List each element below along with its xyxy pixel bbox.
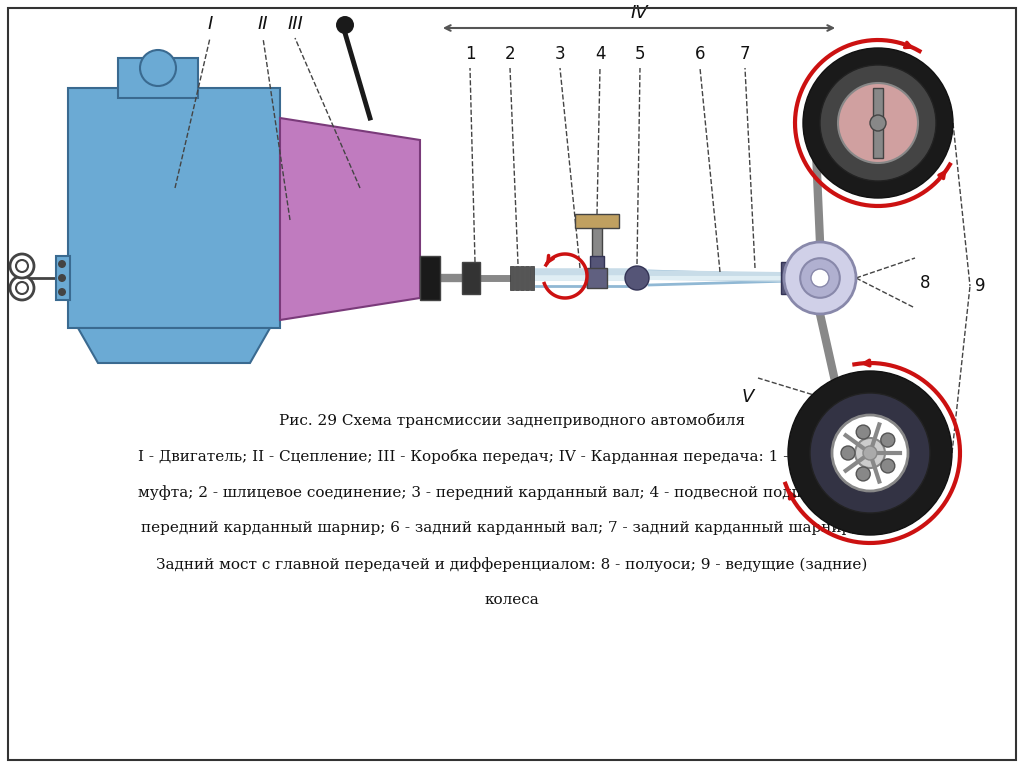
Text: 6: 6 bbox=[694, 45, 706, 63]
Circle shape bbox=[58, 288, 66, 296]
Text: передний карданный шарнир; 6 - задний карданный вал; 7 - задний карданный шарнир: передний карданный шарнир; 6 - задний ка… bbox=[141, 521, 883, 535]
Circle shape bbox=[800, 258, 840, 298]
Text: I: I bbox=[208, 15, 213, 33]
Circle shape bbox=[10, 276, 34, 300]
Text: I - Двигатель; II - Сцепление; III - Коробка передач; IV - Карданная передача: 1: I - Двигатель; II - Сцепление; III - Кор… bbox=[138, 449, 886, 464]
Circle shape bbox=[820, 65, 936, 181]
Circle shape bbox=[881, 433, 895, 447]
Bar bbox=[530, 266, 534, 290]
Text: колеса: колеса bbox=[484, 593, 540, 607]
Text: муфта; 2 - шлицевое соединение; 3 - передний карданный вал; 4 - подвесной подшип: муфта; 2 - шлицевое соединение; 3 - пере… bbox=[138, 485, 886, 500]
Text: 2: 2 bbox=[505, 45, 515, 63]
Circle shape bbox=[856, 425, 870, 439]
Text: 3: 3 bbox=[555, 45, 565, 63]
Text: III: III bbox=[287, 15, 303, 33]
Text: 7: 7 bbox=[739, 45, 751, 63]
Bar bbox=[68, 88, 280, 328]
Polygon shape bbox=[78, 328, 270, 363]
Circle shape bbox=[841, 446, 855, 460]
Text: Рис. 29 Схема трансмиссии заднеприводного автомобиля: Рис. 29 Схема трансмиссии заднеприводног… bbox=[279, 413, 745, 428]
Bar bbox=[118, 58, 198, 98]
Polygon shape bbox=[280, 118, 420, 320]
Text: V: V bbox=[741, 388, 755, 406]
Circle shape bbox=[16, 282, 28, 294]
Circle shape bbox=[140, 50, 176, 86]
Bar bbox=[520, 266, 524, 290]
Circle shape bbox=[870, 115, 886, 131]
Circle shape bbox=[58, 274, 66, 282]
Circle shape bbox=[881, 459, 895, 473]
Bar bbox=[510, 266, 514, 290]
Bar bbox=[781, 262, 797, 294]
Circle shape bbox=[811, 269, 829, 287]
Bar bbox=[590, 256, 604, 270]
Circle shape bbox=[784, 242, 856, 314]
Text: 1: 1 bbox=[465, 45, 475, 63]
Text: II: II bbox=[258, 15, 268, 33]
Circle shape bbox=[788, 371, 952, 535]
Bar bbox=[56, 256, 70, 300]
Circle shape bbox=[838, 83, 918, 163]
Bar bbox=[587, 268, 607, 288]
Circle shape bbox=[336, 16, 354, 34]
Circle shape bbox=[10, 254, 34, 278]
Circle shape bbox=[831, 415, 908, 491]
Bar bbox=[462, 262, 480, 294]
Text: 4: 4 bbox=[595, 45, 605, 63]
Circle shape bbox=[803, 48, 953, 198]
Text: 8: 8 bbox=[920, 274, 931, 292]
Text: IV: IV bbox=[630, 4, 648, 22]
Text: 9: 9 bbox=[975, 277, 985, 295]
Circle shape bbox=[810, 393, 930, 513]
Circle shape bbox=[16, 260, 28, 272]
Bar bbox=[873, 88, 883, 158]
Bar bbox=[420, 256, 440, 300]
Bar bbox=[515, 266, 519, 290]
Bar bbox=[575, 214, 618, 228]
Circle shape bbox=[856, 467, 870, 481]
Text: 5: 5 bbox=[635, 45, 645, 63]
Circle shape bbox=[855, 438, 885, 468]
Text: Задний мост с главной передачей и дифференциалом: 8 - полуоси; 9 - ведущие (задн: Задний мост с главной передачей и диффер… bbox=[157, 557, 867, 572]
Circle shape bbox=[625, 266, 649, 290]
Circle shape bbox=[58, 260, 66, 268]
Bar bbox=[592, 225, 602, 270]
Circle shape bbox=[863, 446, 877, 460]
Bar bbox=[525, 266, 529, 290]
